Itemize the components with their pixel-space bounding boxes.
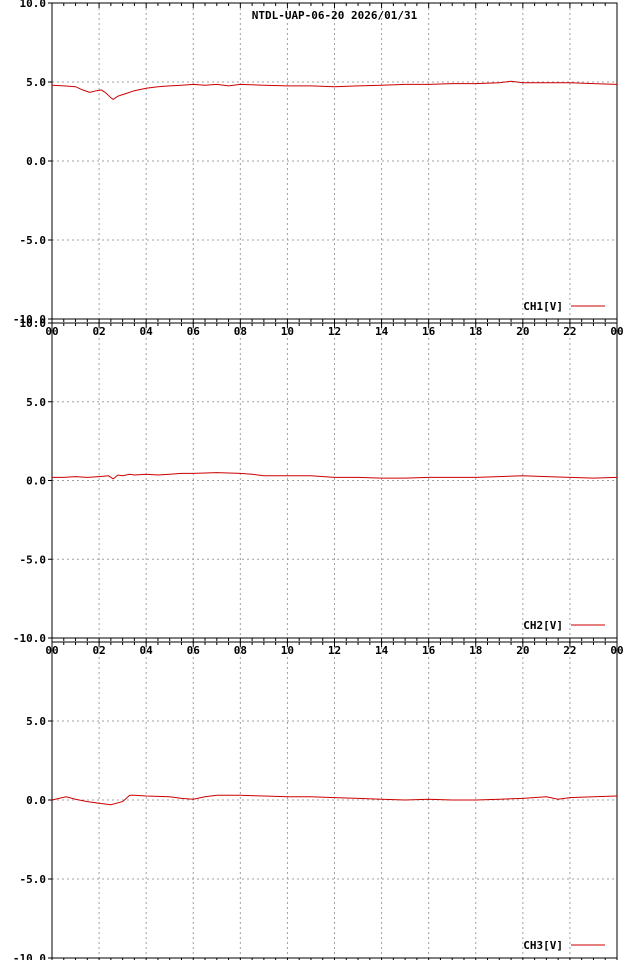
legend-label: CH2[V] — [523, 619, 563, 632]
y-tick-label: 0.0 — [26, 475, 46, 488]
y-tick-label: 10.0 — [20, 0, 47, 10]
chart-panel-1: 00 02 04 06 08 10 12 14 16 18 20 22 0010.05.00.0-5.0… — [13, 0, 624, 338]
x-tick-label: 14 — [375, 325, 389, 338]
y-tick-label: -10.0 — [13, 952, 46, 960]
y-tick-label: -5.0 — [20, 553, 47, 566]
x-tick-label: 18 — [469, 644, 482, 657]
x-tick-label: 02 — [92, 644, 105, 657]
x-tick-label: 12 — [328, 325, 341, 338]
chart-title: NTDL-UAP-06-20 2026/01/31 — [252, 9, 418, 22]
series-line-CH3[V] — [51, 794, 618, 806]
x-tick-label: 20 — [516, 644, 529, 657]
y-tick-label: 5.0 — [26, 715, 46, 728]
y-tick-label: 5.0 — [26, 76, 46, 89]
x-tick-label: 18 — [469, 325, 482, 338]
y-tick-label: 0.0 — [26, 155, 46, 168]
x-tick-label: 08 — [234, 644, 247, 657]
y-tick-label: -5.0 — [20, 873, 47, 886]
x-tick-label: 12 — [328, 644, 341, 657]
x-tick-label: 22 — [563, 644, 576, 657]
y-tick-label: 0.0 — [26, 794, 46, 807]
y-tick-label: -10.0 — [13, 632, 46, 645]
x-tick-label: 20 — [516, 325, 529, 338]
series-line-CH1[V] — [51, 80, 618, 101]
y-tick-label: -5.0 — [20, 234, 47, 247]
x-tick-label: 04 — [140, 644, 154, 657]
x-tick-label: 04 — [140, 325, 154, 338]
x-tick-label: 10 — [281, 644, 294, 657]
x-tick-label: 22 — [563, 325, 576, 338]
x-tick-label: 08 — [234, 325, 247, 338]
chart-panel-2: 00 02 04 06 08 10 12 14 16 18 20 22 0010.05.00.0-5.0… — [13, 317, 624, 657]
x-tick-label: 10 — [281, 325, 294, 338]
x-tick-label: 14 — [375, 644, 389, 657]
x-tick-label: 16 — [422, 644, 436, 657]
x-tick-label: 16 — [422, 325, 436, 338]
chart-panel-3: 000204060810121416182022005.00.0-5.0-10.… — [13, 641, 618, 960]
series-line-CH2[V] — [52, 472, 618, 480]
legend-label: CH1[V] — [523, 300, 563, 313]
x-tick-label: 06 — [187, 644, 201, 657]
y-tick-label: -10.0 — [13, 313, 46, 326]
y-tick-label: 10.0 — [20, 317, 47, 330]
x-tick-label: 02 — [92, 325, 105, 338]
legend-label: CH3[V] — [523, 939, 563, 952]
x-tick-label: 06 — [187, 325, 201, 338]
y-tick-label: 5.0 — [26, 396, 46, 409]
